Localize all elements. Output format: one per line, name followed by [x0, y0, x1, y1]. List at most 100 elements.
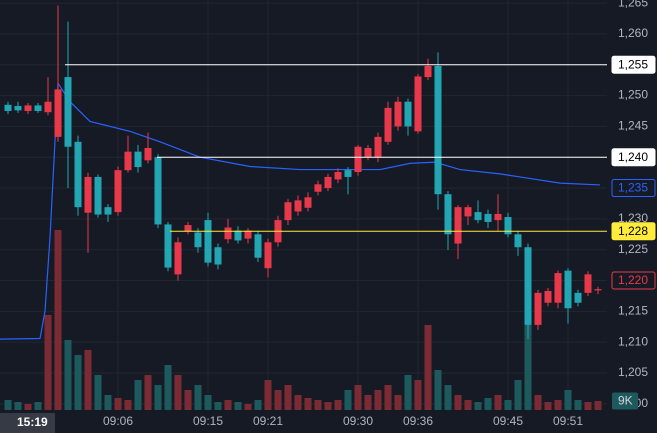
candle-body	[564, 270, 572, 309]
volume-bar	[184, 390, 192, 410]
candle-body	[434, 65, 442, 195]
volume-bar	[364, 395, 372, 410]
volume-bar	[304, 398, 312, 410]
candle-body	[414, 76, 422, 132]
candle-body	[74, 141, 82, 208]
volume-bar	[214, 402, 222, 410]
candle-body	[574, 292, 582, 303]
candle-body	[324, 176, 332, 189]
candle-body	[284, 202, 292, 221]
volume-bar	[444, 385, 452, 410]
volume-bar	[504, 400, 512, 410]
cursor-box	[0, 413, 55, 433]
candle-body	[24, 105, 32, 111]
volume-bar	[464, 400, 472, 410]
volume-bar	[234, 402, 242, 410]
volume-bar	[474, 402, 482, 410]
candle-body	[474, 212, 482, 221]
volume-bar	[314, 400, 322, 410]
volume-bar	[354, 385, 362, 410]
candle-body	[134, 151, 142, 168]
x-tick-label: 09:36	[403, 414, 433, 428]
volume-bar	[294, 395, 302, 410]
x-tick-label: 09:30	[343, 414, 373, 428]
level-label: 1,255	[618, 57, 648, 71]
candle-body	[334, 172, 342, 180]
volume-bar	[574, 400, 582, 410]
volume-bar	[174, 375, 182, 410]
volume-bar	[484, 398, 492, 410]
candle-body	[524, 247, 532, 325]
candle-body	[424, 65, 432, 78]
candle-body	[244, 230, 252, 239]
candle-body	[164, 224, 172, 268]
volume-bar	[274, 390, 282, 410]
y-tick-label: 1,260	[618, 26, 648, 40]
candle-body	[534, 292, 542, 325]
volume-bar	[284, 385, 292, 410]
volume-bar	[494, 395, 502, 410]
y-tick-label: 1,230	[618, 211, 648, 225]
candle-body	[554, 273, 562, 303]
volume-bar	[594, 401, 602, 410]
volume-marker-label: 9K	[618, 394, 633, 408]
x-tick-label: 09:45	[493, 414, 523, 428]
y-tick-label: 1,215	[618, 304, 648, 318]
y-tick-label: 1,225	[618, 242, 648, 256]
price-marker-label: 1,220	[618, 273, 648, 287]
volume-bar	[324, 402, 332, 410]
volume-bar	[24, 404, 32, 410]
candle-body	[304, 197, 312, 208]
volume-bar	[14, 402, 22, 410]
candle-body	[254, 234, 262, 258]
level-label: 1,240	[618, 150, 648, 164]
candle-body	[184, 225, 192, 232]
volume-bar	[54, 230, 62, 410]
y-tick-label: 1,245	[618, 119, 648, 133]
volume-bar	[64, 340, 72, 410]
candle-body	[204, 220, 212, 263]
candle-body	[494, 213, 502, 221]
level-box	[611, 55, 656, 74]
candle-body	[544, 291, 552, 303]
candle-body	[454, 207, 462, 244]
candle-body	[44, 101, 52, 113]
volume-bar	[154, 385, 162, 410]
candle-body	[114, 170, 122, 213]
volume-bar	[74, 355, 82, 410]
candle-body	[194, 232, 202, 248]
candle-body	[54, 89, 62, 137]
candle-body	[504, 217, 512, 235]
volume-bar	[334, 400, 342, 410]
candle-body	[4, 104, 12, 111]
candle-body	[464, 207, 472, 217]
volume-bar	[424, 325, 432, 410]
volume-bar	[134, 380, 142, 410]
candle-body	[594, 289, 602, 291]
volume-bar	[164, 365, 172, 410]
candle-body	[584, 274, 592, 293]
volume-bar	[194, 385, 202, 410]
volume-bar	[254, 400, 262, 410]
volume-marker-box	[612, 392, 638, 410]
y-tick-label: 1,265	[618, 0, 648, 9]
candle-body	[314, 184, 322, 192]
volume-bar	[384, 385, 392, 410]
volume-bar	[584, 402, 592, 410]
x-tick-label: 09:15	[193, 414, 223, 428]
volume-bar	[374, 390, 382, 410]
volume-bar	[94, 375, 102, 410]
cursor-label: 15:19	[17, 415, 48, 429]
volume-bar	[104, 395, 112, 410]
volume-bar	[404, 375, 412, 410]
candle-body	[264, 242, 272, 269]
volume-bar	[4, 400, 12, 410]
volume-bar	[124, 400, 132, 410]
volume-bar	[144, 375, 152, 410]
volume-bar	[394, 395, 402, 410]
x-tick-label: 09:51	[553, 414, 583, 428]
candle-body	[354, 146, 362, 173]
level-box	[611, 222, 656, 241]
volume-bar	[84, 350, 92, 410]
candle-body	[484, 213, 492, 222]
